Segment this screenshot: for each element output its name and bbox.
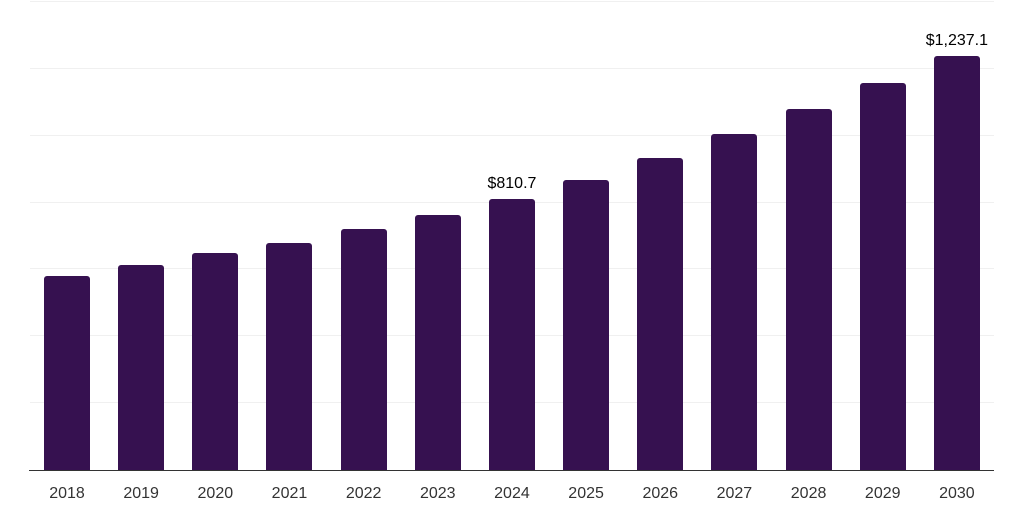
bar-2025	[563, 179, 610, 470]
bar-2029	[859, 83, 906, 470]
bars-container: $810.7 $1,237.1	[44, 2, 988, 470]
bar-2026	[637, 157, 684, 470]
bar-item-2025	[563, 2, 610, 470]
bar-2020	[192, 253, 239, 470]
gridline-1000	[30, 134, 994, 136]
bar-2019	[118, 265, 165, 470]
bar-item-2020	[192, 2, 239, 470]
x-tick-label-2029: 2029	[864, 485, 901, 502]
bar-item-2018	[44, 2, 90, 470]
x-tick-label-2019: 2019	[123, 485, 159, 502]
bar-item-2029	[859, 2, 906, 470]
x-tick-label-2020: 2020	[197, 485, 234, 502]
bar-2028	[785, 109, 832, 470]
bar-value-label-2030: $1,237.1	[925, 32, 989, 50]
x-axis-labels: 2018 2019 2020 2021 2022 2023 2024 2025 2026 2027…	[44, 485, 980, 503]
x-axis-line	[29, 470, 994, 471]
bar-2018	[44, 276, 90, 470]
x-tick-label-2022: 2022	[345, 485, 382, 502]
bar-item-2021	[266, 2, 313, 470]
x-tick-label-2027: 2027	[716, 485, 753, 502]
plot-area: $810.7 $1,237.1	[30, 1, 994, 470]
x-tick-label-2026: 2026	[642, 485, 679, 502]
bar-item-2023	[414, 2, 461, 470]
x-tick-label-2018: 2018	[49, 485, 85, 502]
x-tick-label-2023: 2023	[419, 485, 456, 502]
gridline-1400	[30, 1, 994, 2]
bar-2030	[933, 56, 980, 470]
gridline-1200	[30, 67, 994, 69]
bar-2021	[266, 243, 313, 470]
bar-item-2022	[340, 2, 387, 470]
x-tick-label-2028: 2028	[790, 485, 827, 502]
bar-item-2026	[637, 2, 684, 470]
bar-value-label-2024: $810.7	[487, 175, 537, 192]
x-tick-label-2030: 2030	[939, 485, 975, 502]
bar-item-2019	[118, 2, 165, 470]
x-tick-label-2025: 2025	[568, 485, 604, 502]
bar-item-2027	[711, 2, 758, 470]
bar-item-2024: $810.7	[487, 2, 537, 470]
bar-2024	[488, 199, 535, 470]
x-tick-label-2024: 2024	[494, 485, 530, 502]
bar-2022	[340, 229, 387, 470]
bar-item-2028	[785, 2, 832, 470]
bar-2023	[414, 214, 461, 470]
bar-2027	[711, 134, 758, 470]
x-tick-label-2021: 2021	[271, 485, 308, 502]
bar-item-2030: $1,237.1	[926, 2, 988, 470]
